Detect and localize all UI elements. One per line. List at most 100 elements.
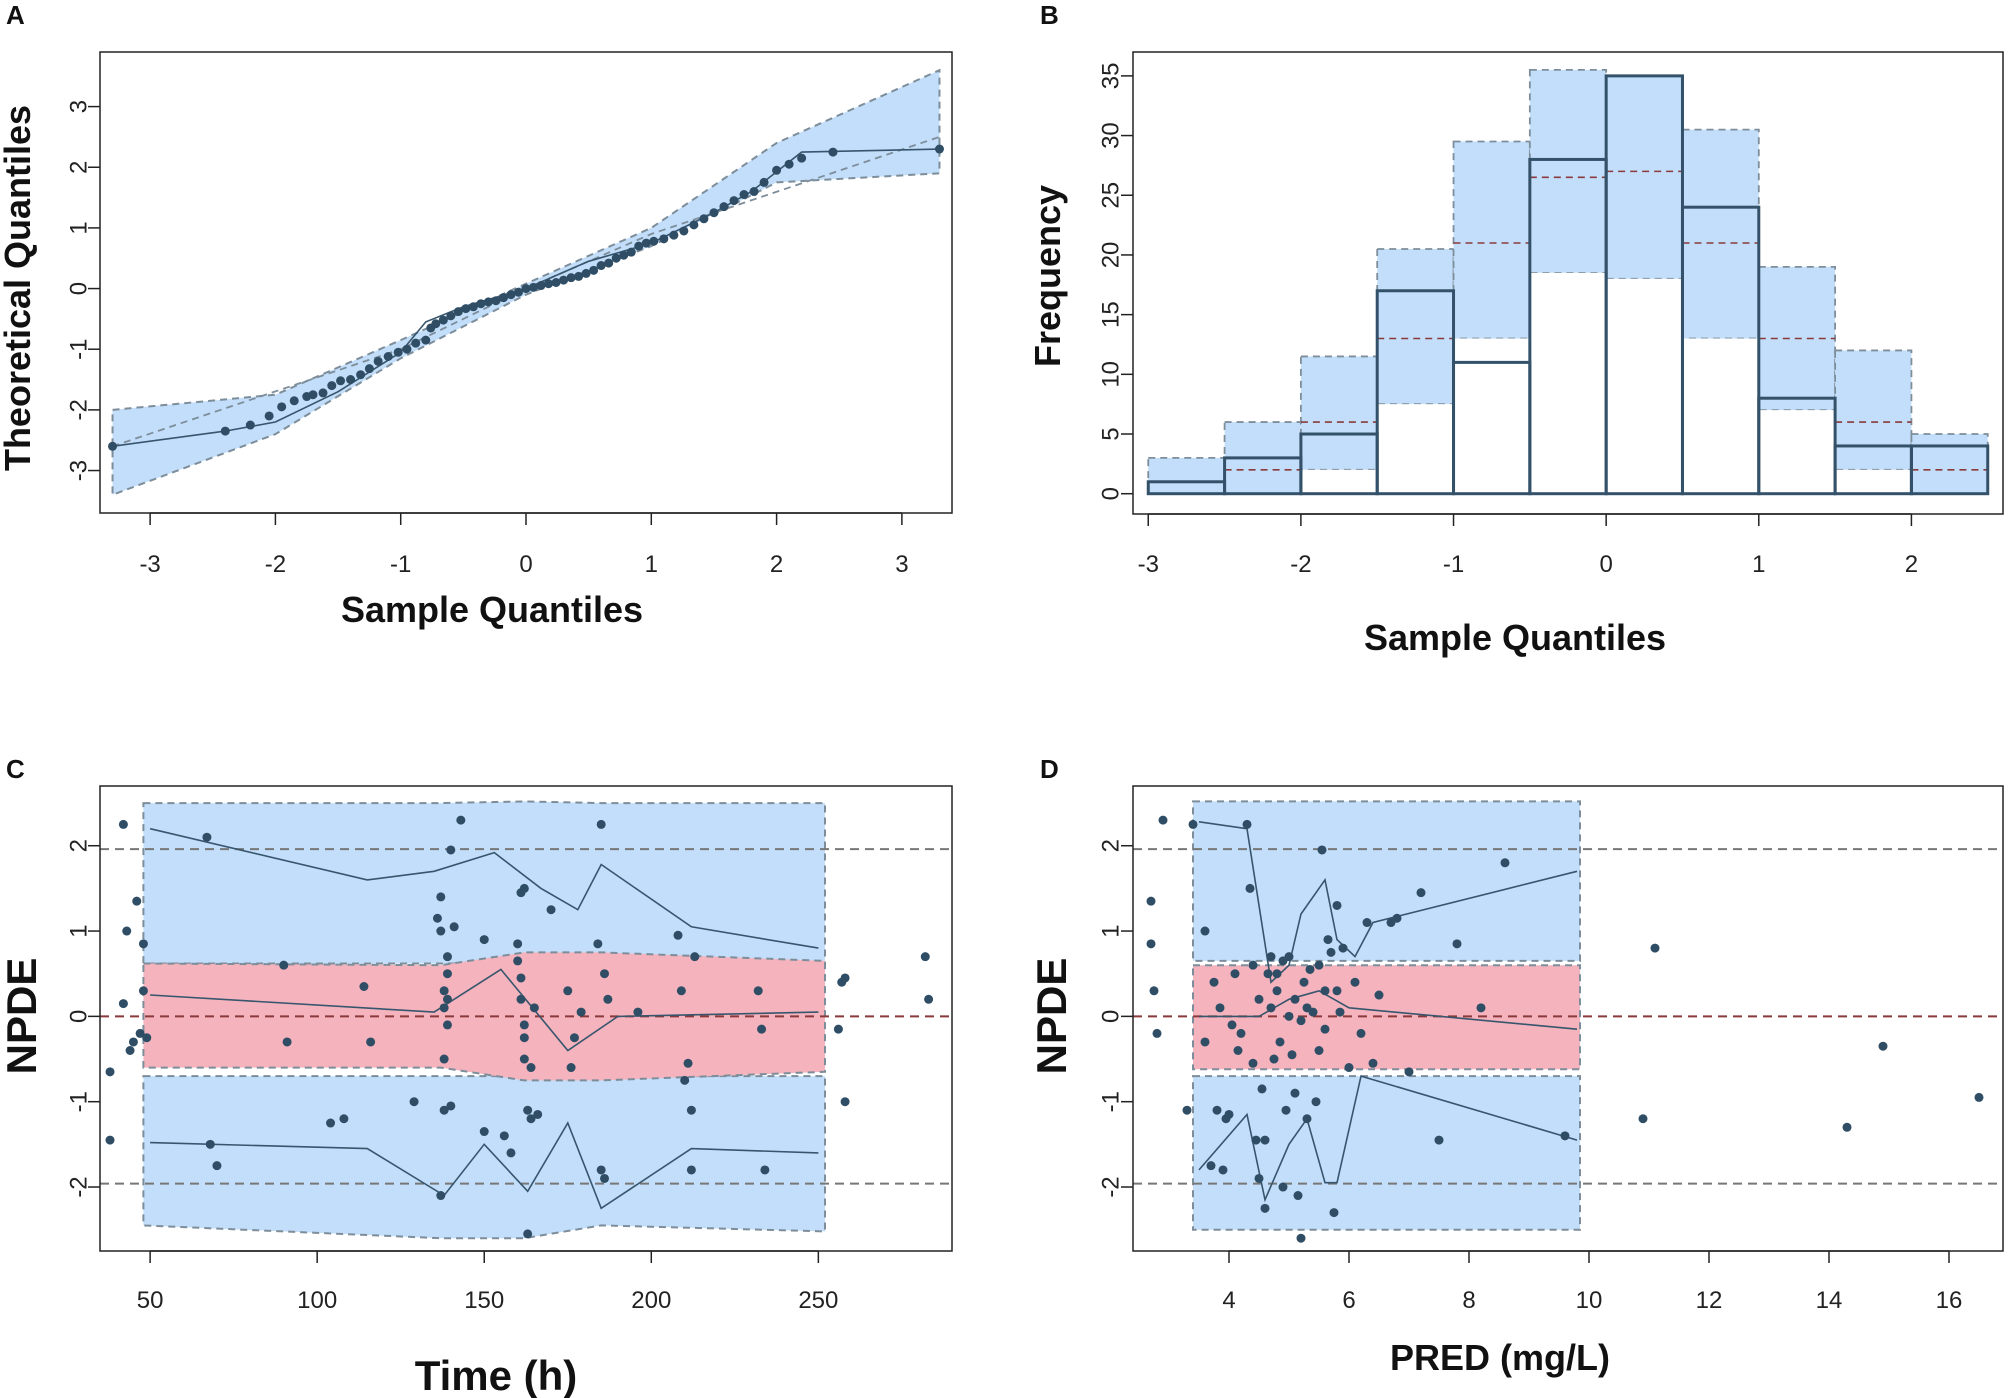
npde-point: [1254, 994, 1264, 1004]
npde-lower-band: [142, 1075, 826, 1240]
panel-label-a: A: [6, 0, 25, 30]
npde-median-band: [1192, 964, 1581, 1071]
npde-point: [1146, 896, 1156, 906]
npde-point: [1374, 990, 1384, 1000]
npde-median-line: [1199, 989, 1578, 1030]
npde-point: [205, 1139, 215, 1149]
qq-point: [641, 238, 651, 248]
hist-band: [1147, 456, 1226, 495]
npde-point: [519, 883, 529, 893]
panel-label-c: C: [6, 754, 25, 784]
npde-point: [128, 1037, 138, 1047]
npde-point: [760, 1165, 770, 1175]
x-tick-label: -2: [265, 551, 286, 578]
qq-point: [289, 396, 299, 406]
panel-d-plot: [1133, 800, 2003, 1243]
npde-point: [138, 939, 148, 949]
x-tick-label: 1: [645, 551, 658, 578]
npde-point: [1266, 952, 1276, 962]
qq-confidence-band: [111, 68, 941, 497]
npde-point: [757, 1024, 767, 1034]
panel-c-plot: [100, 800, 952, 1240]
y-tick-label: 1: [1097, 924, 1124, 937]
y-tick-label: 2: [65, 839, 92, 852]
npde-point: [442, 969, 452, 979]
qq-point: [308, 390, 318, 400]
npde-point: [1416, 888, 1426, 898]
npde-point: [1332, 986, 1342, 996]
npde-point: [366, 1037, 376, 1047]
qq-point: [536, 281, 546, 291]
panel-d-x-axis: 4 6 8 10 12 14 16: [1222, 1250, 1963, 1314]
x-tick-label: 100: [297, 1287, 337, 1314]
x-tick-label: 16: [1936, 1287, 1963, 1314]
npde-point: [519, 1020, 529, 1030]
npde-point: [1212, 1105, 1222, 1115]
npde-point: [516, 973, 526, 983]
npde-point: [600, 1173, 610, 1183]
qq-point: [453, 307, 463, 317]
x-tick-label: -3: [139, 551, 160, 578]
npde-point: [1149, 986, 1159, 996]
x-tick-label: -1: [1443, 551, 1464, 578]
npde-point: [1245, 883, 1255, 893]
npde-point: [1188, 819, 1198, 829]
npde-point: [1200, 926, 1210, 936]
npde-point: [1338, 943, 1348, 953]
x-tick-label: 2: [1905, 551, 1918, 578]
qq-point: [529, 282, 539, 292]
x-tick-label: 2: [770, 551, 783, 578]
qq-point: [521, 284, 531, 294]
hist-white-fill: [1301, 272, 1911, 494]
x-tick-label: 12: [1696, 1287, 1723, 1314]
npde-point: [138, 986, 148, 996]
npde-point: [1434, 1135, 1444, 1145]
npde-point: [1299, 977, 1309, 987]
npde-point: [1152, 1028, 1162, 1038]
npde-point: [1356, 1028, 1366, 1038]
qq-point: [729, 196, 739, 206]
qq-point: [373, 356, 383, 366]
x-tick-label: 1: [1752, 551, 1765, 578]
hist-band: [1834, 349, 1913, 471]
qq-point: [364, 364, 374, 374]
npde-point: [1362, 918, 1372, 928]
npde-point: [673, 930, 683, 940]
qq-point: [559, 275, 569, 285]
npde-point: [436, 926, 446, 936]
npde-point: [1314, 1045, 1324, 1055]
y-tick-label: -2: [65, 1176, 92, 1197]
npde-point: [1236, 1028, 1246, 1038]
npde-point: [596, 819, 606, 829]
npde-point: [1269, 1054, 1279, 1064]
npde-point: [1305, 964, 1315, 974]
npde-point: [526, 1063, 536, 1073]
npde-upper-percentile-line: [1198, 821, 1578, 984]
npde-point: [523, 1229, 533, 1239]
qq-point: [108, 441, 118, 451]
npde-point: [1206, 1161, 1216, 1171]
npde-point: [833, 1024, 843, 1034]
npde-point: [1263, 969, 1273, 979]
y-tick-label: -3: [65, 460, 92, 481]
qq-point: [277, 402, 287, 412]
npde-point: [326, 1118, 336, 1128]
npde-point: [446, 845, 456, 855]
panel-b-y-axis: 0 5 10 15 20 25 30 35: [1097, 63, 1133, 500]
npde-point: [1392, 913, 1402, 923]
y-tick-label: 0: [65, 1010, 92, 1023]
npde-point: [1320, 986, 1330, 996]
qq-point: [356, 370, 366, 380]
npde-point: [479, 1127, 489, 1137]
npde-point: [1308, 1007, 1318, 1017]
npde-point: [563, 986, 573, 996]
npde-point: [519, 1033, 529, 1043]
npde-point: [359, 982, 369, 992]
panel-a-x-axis: -3 -2 -1 0 1 2 3: [139, 512, 909, 578]
npde-point: [1842, 1122, 1852, 1132]
npde-point: [442, 1020, 452, 1030]
panel-b-xlabel: Sample Quantiles: [1364, 617, 1666, 658]
npde-point: [499, 1131, 509, 1141]
x-tick-label: 4: [1222, 1287, 1235, 1314]
